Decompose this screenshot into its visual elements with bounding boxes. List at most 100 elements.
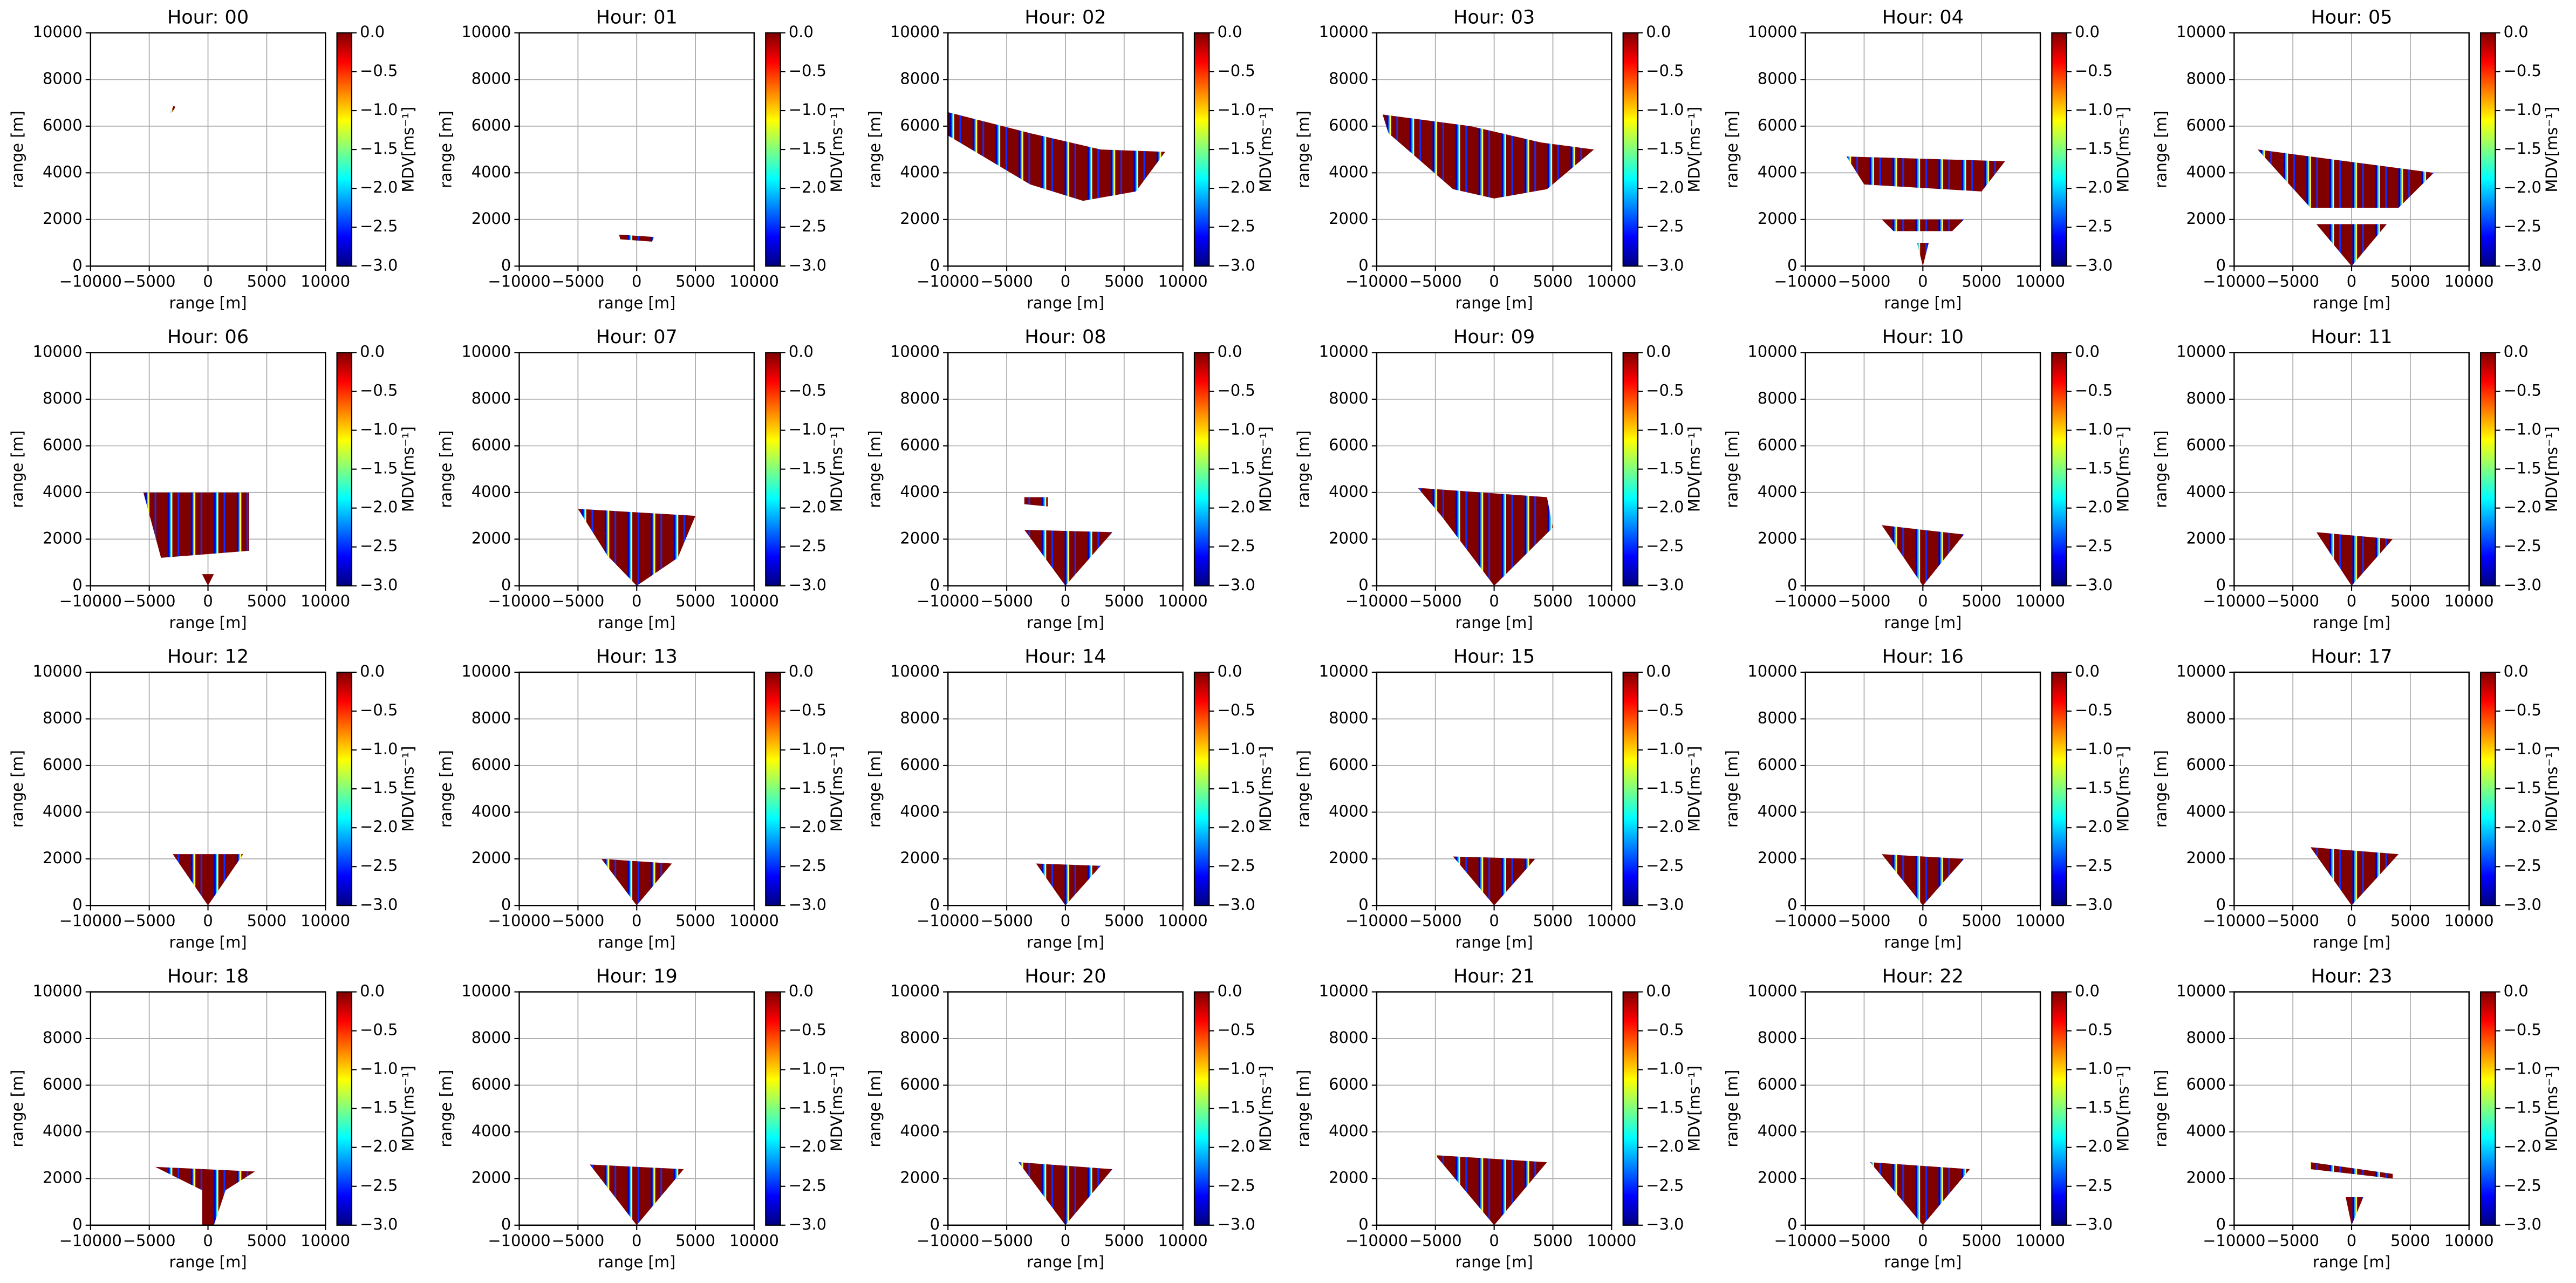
colorbar-tick-label: −1.5 [789, 1098, 826, 1117]
x-axis-label: range [m] [1884, 1253, 1962, 1271]
x-tick-label: −5000 [551, 1231, 604, 1250]
colorbar-tick-label: −2.0 [2504, 178, 2541, 196]
x-tick-label: 0 [1061, 592, 1070, 610]
x-tick-label: −10000 [2203, 592, 2265, 610]
x-tick-label: −10000 [1345, 272, 1408, 291]
colorbar [1193, 991, 1210, 1226]
x-tick-label: 0 [2347, 592, 2356, 610]
colorbar-tick-label: −2.5 [789, 1176, 826, 1195]
subplot: −10000 −5000 0 5000 10000 0 2000 4000 6000 8000 10… [865, 646, 1275, 952]
y-axis-label: range [m] [2151, 111, 2170, 188]
y-tick-label: 0 [1358, 895, 1368, 913]
x-tick-label: 5000 [1533, 272, 1573, 291]
colorbar [336, 671, 353, 906]
y-tick-label: 2000 [1329, 1168, 1369, 1186]
x-axis-label: range [m] [1027, 613, 1104, 632]
scan-region [1870, 1162, 1970, 1225]
x-tick-label: −5000 [980, 912, 1033, 930]
x-tick-label: 0 [1918, 912, 1928, 930]
colorbar-tick-label: −1.5 [1218, 1098, 1255, 1117]
y-tick-label: 2000 [2186, 529, 2226, 547]
y-tick-label: 10000 [1747, 662, 1797, 680]
y-tick-label: 10000 [1319, 342, 1369, 360]
colorbar [336, 991, 353, 1226]
y-tick-label: 0 [1787, 256, 1797, 274]
y-axis-label: range [m] [8, 1070, 26, 1148]
y-tick-label: 6000 [1758, 435, 1798, 454]
scan-region [1036, 863, 1101, 906]
x-tick-label: 5000 [1104, 272, 1144, 291]
y-tick-label: 6000 [43, 1075, 83, 1093]
y-tick-label: 2000 [1758, 209, 1798, 228]
colorbar-tick-label: −1.0 [2504, 1060, 2541, 1078]
colorbar-tick-label: 0.0 [1646, 981, 1671, 1000]
colorbar [1622, 671, 1639, 906]
x-tick-label: 5000 [675, 592, 715, 610]
subplot: −10000 −5000 0 5000 10000 0 2000 4000 6000 8000 10… [865, 966, 1275, 1271]
colorbar-tick-label: −3.0 [2504, 256, 2541, 274]
chart-title: Hour: 21 [1453, 966, 1535, 987]
chart-title: Hour: 13 [596, 646, 678, 668]
chart-title: Hour: 06 [167, 326, 249, 348]
x-axis-label: range [m] [598, 933, 675, 951]
x-tick-label: −10000 [59, 272, 122, 291]
y-tick-label: 10000 [890, 23, 940, 41]
x-tick-label: −10000 [1345, 592, 1408, 610]
colorbar-tick-label: −3.0 [1646, 256, 1684, 274]
y-tick-label: 8000 [2186, 1028, 2226, 1047]
subplot: −10000 −5000 0 5000 10000 0 2000 4000 6000 8000 10… [865, 6, 1275, 312]
x-tick-label: −5000 [123, 272, 176, 291]
colorbar-tick-label: −3.0 [2504, 895, 2541, 913]
colorbar-tick-label: −2.5 [1218, 537, 1255, 555]
colorbar-label: MDV[ms⁻¹] [2114, 426, 2132, 512]
y-tick-label: 4000 [2186, 162, 2226, 181]
colorbar-tick-label: −1.5 [360, 459, 398, 477]
x-tick-label: 0 [203, 272, 213, 291]
colorbar-tick-label: −3.0 [1218, 1215, 1255, 1233]
colorbar-label: MDV[ms⁻¹] [1685, 107, 1704, 193]
x-tick-label: 0 [2347, 1231, 2356, 1250]
y-tick-label: 0 [501, 576, 511, 594]
colorbar-tick-label: −2.5 [1646, 217, 1684, 235]
x-tick-label: 5000 [247, 912, 287, 930]
colorbar-label: MDV[ms⁻¹] [399, 746, 418, 832]
x-tick-label: −10000 [59, 912, 122, 930]
y-tick-label: 10000 [890, 342, 940, 360]
colorbar-tick-label: −1.5 [360, 779, 398, 797]
y-tick-label: 8000 [472, 708, 511, 727]
colorbar-tick-label: −0.5 [789, 62, 826, 80]
chart-title: Hour: 00 [167, 6, 249, 28]
colorbar-tick-label: −1.5 [1646, 1098, 1684, 1117]
y-tick-label: 2000 [1758, 1168, 1798, 1186]
y-tick-label: 6000 [43, 435, 83, 454]
colorbar-tick-label: −2.5 [360, 217, 398, 235]
y-tick-label: 2000 [1758, 529, 1798, 547]
y-tick-label: 8000 [1329, 389, 1369, 407]
colorbar-tick-label: −2.5 [1646, 537, 1684, 555]
colorbar [765, 991, 781, 1226]
scan-region [143, 492, 249, 586]
x-tick-label: −5000 [123, 592, 176, 610]
scan-region [1418, 488, 1553, 586]
chart-title: Hour: 15 [1453, 646, 1535, 668]
y-tick-label: 4000 [2186, 482, 2226, 501]
x-tick-label: 0 [1918, 272, 1928, 291]
x-tick-label: −10000 [1774, 1231, 1837, 1250]
x-tick-label: −10000 [488, 592, 550, 610]
subplot: −10000 −5000 0 5000 10000 0 2000 4000 6000 8000 10… [2151, 646, 2561, 952]
colorbar-tick-label: −2.0 [360, 498, 398, 516]
axes-frame [90, 352, 326, 586]
y-tick-label: 10000 [33, 342, 83, 360]
y-tick-label: 4000 [1758, 802, 1798, 820]
x-tick-label: 0 [1918, 1231, 1928, 1250]
x-tick-label: −10000 [2203, 272, 2265, 291]
y-axis-label: range [m] [1723, 431, 1741, 508]
colorbar-tick-label: 0.0 [789, 981, 814, 1000]
scan-region [173, 854, 243, 906]
x-tick-label: 5000 [1533, 592, 1573, 610]
colorbar-tick-label: −1.5 [789, 139, 826, 158]
y-axis-label: range [m] [8, 111, 26, 188]
colorbar-tick-label: −0.5 [2075, 62, 2113, 80]
y-axis-label: range [m] [437, 431, 455, 508]
x-tick-label: 5000 [2390, 272, 2430, 291]
